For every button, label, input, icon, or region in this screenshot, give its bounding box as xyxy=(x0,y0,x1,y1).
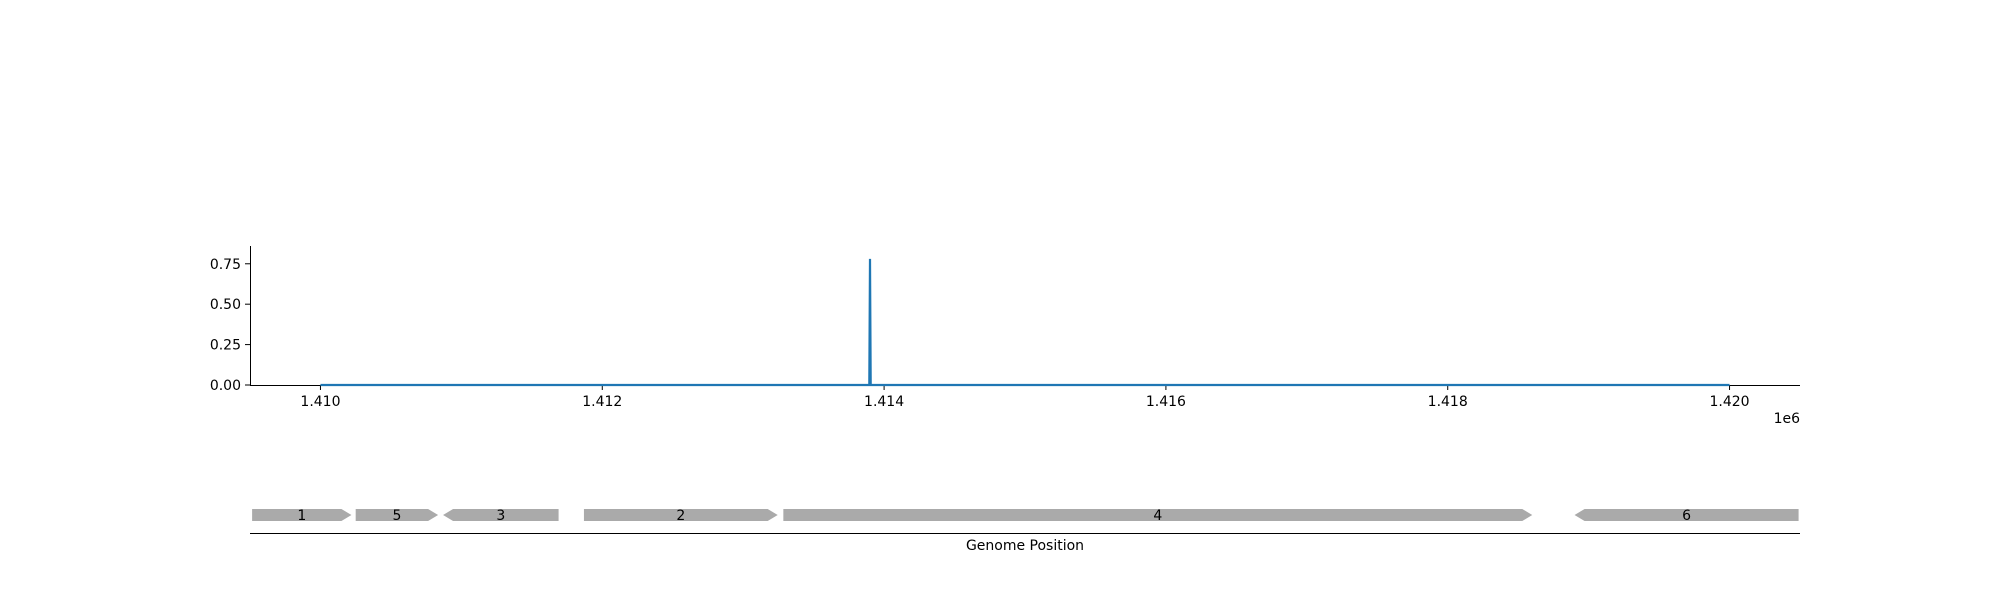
x-tick-label: 1.414 xyxy=(864,394,904,410)
gene-label-5: 5 xyxy=(392,508,401,524)
gene-arrow-1 xyxy=(252,509,352,521)
gene-arrow-6 xyxy=(1574,509,1799,521)
x-axis-ticks: 1.410 1.412 1.414 1.416 1.418 1.420 xyxy=(300,385,1750,410)
x-axis-offset-label: 1e6 xyxy=(1774,411,1801,427)
gene-arrow-3 xyxy=(443,509,559,521)
x-axis-label: Genome Position xyxy=(966,538,1084,554)
x-tick-label: 1.412 xyxy=(582,394,622,410)
series-layer xyxy=(320,258,1730,387)
y-tick-label: 0.25 xyxy=(210,338,241,354)
gene-label-6: 6 xyxy=(1682,508,1691,524)
gene-label-1: 1 xyxy=(297,508,306,524)
y-tick-label: 0.00 xyxy=(210,378,241,394)
gene-arrow-4 xyxy=(783,509,1533,521)
coverage-plot: 0.000.250.500.75 1.410 1.412 1.414 1.416 1.4… xyxy=(210,246,1800,427)
genes-layer: 1 5 3 2 4 6 xyxy=(252,508,1799,524)
y-axis-ticks: 0.00 0.25 0.50 0.75 xyxy=(210,257,250,394)
x-tick-label: 1.420 xyxy=(1709,394,1749,410)
gene-track: 1 5 3 2 4 6 Genome Position xyxy=(250,508,1800,554)
y-tick-label: 0.50 xyxy=(210,297,241,313)
x-tick-label: 1.416 xyxy=(1146,394,1186,410)
gene-arrow-2 xyxy=(583,509,778,521)
gene-label-3: 3 xyxy=(496,508,505,524)
y-tick-label: 0.75 xyxy=(210,257,241,273)
gene-label-2: 2 xyxy=(676,508,685,524)
series-line-0 xyxy=(320,258,1730,387)
gene-arrow-5 xyxy=(355,509,439,521)
x-tick-label: 1.410 xyxy=(300,394,340,410)
gene-label-4: 4 xyxy=(1153,508,1162,524)
x-tick-label: 1.418 xyxy=(1428,394,1468,410)
